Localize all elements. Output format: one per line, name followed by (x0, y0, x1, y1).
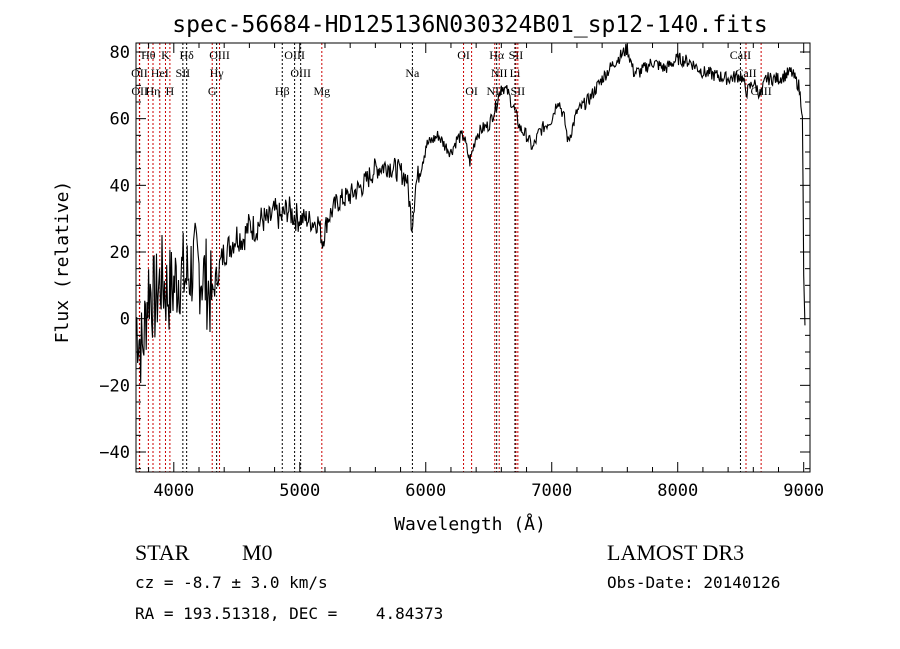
radec-text: RA = 193.51318, DEC = 4.84373 (135, 604, 443, 623)
spectral-line-label: Hβ (275, 84, 290, 98)
spectral-line-label: SII (511, 84, 526, 98)
y-tick-label: 0 (120, 310, 130, 330)
spectral-line-label: Hγ (210, 66, 225, 80)
spectral-line-label: CaII (730, 48, 751, 62)
spectral-lines: Hθ K Hδ OIII OIII OI Hα SII CaII OII HeI SII Hγ OIII N… (131, 43, 772, 472)
y-tick-label: 20 (110, 243, 130, 263)
spectral-line-label: OIII (290, 66, 311, 80)
spectral-line-label: Na (405, 66, 420, 80)
spectrum-series (135, 43, 806, 384)
spectral-line-label: Mg (313, 84, 330, 98)
x-tick-label: 7000 (531, 481, 572, 501)
x-tick-label: 6000 (405, 481, 446, 501)
spectral-line-label: SII (509, 48, 524, 62)
redshift-text: cz = -8.7 ± 3.0 km/s (135, 573, 328, 592)
spectral-line-label: Hθ (141, 48, 156, 62)
spectral-line-label: H (166, 84, 175, 98)
axes: 4000 5000 6000 7000 8000 9000 −40 −20 0 20 40 60 80 (99, 42, 824, 501)
y-tick-label: 60 (110, 110, 130, 130)
x-tick-label: 9000 (783, 481, 824, 501)
spectral-line-label: OII (131, 84, 148, 98)
spectral-line-label: SII (176, 66, 191, 80)
spectral-line-label: OIII (209, 48, 230, 62)
spectral-line-label: Hα (489, 48, 505, 62)
spectral-line-label: Li (510, 66, 521, 80)
x-tick-label: 8000 (657, 481, 698, 501)
survey-name: LAMOST DR3 (607, 540, 744, 565)
spectral-line-label: G (208, 84, 217, 98)
y-axis-label: Flux (relative) (52, 181, 73, 344)
spectral-line-label: OI (465, 84, 478, 98)
spectrum-line (135, 43, 806, 384)
x-tick-label: 5000 (279, 481, 320, 501)
spectral-line-label: HeI (151, 66, 169, 80)
y-tick-label: −40 (99, 443, 130, 463)
object-class: STAR (135, 540, 190, 565)
spectral-line-label: Hδ (179, 48, 194, 62)
spectral-line-label: K (161, 48, 170, 62)
chart-title: spec-56684-HD125136N030324B01_sp12-140.f… (172, 12, 767, 38)
spectral-line-label: NII (491, 66, 508, 80)
spectral-line-label: Hη (146, 84, 161, 98)
x-tick-label: 4000 (153, 481, 194, 501)
x-axis-label: Wavelength (Å) (394, 513, 546, 535)
y-tick-label: −20 (99, 376, 130, 396)
y-tick-label: 80 (110, 43, 130, 63)
y-tick-label: 40 (110, 176, 130, 196)
object-subclass: M0 (242, 540, 273, 565)
spectral-line-label: OI (457, 48, 470, 62)
spectral-line-label: OIII (284, 48, 305, 62)
obs-date: Obs-Date: 20140126 (607, 573, 780, 592)
plot-frame (135, 42, 811, 473)
